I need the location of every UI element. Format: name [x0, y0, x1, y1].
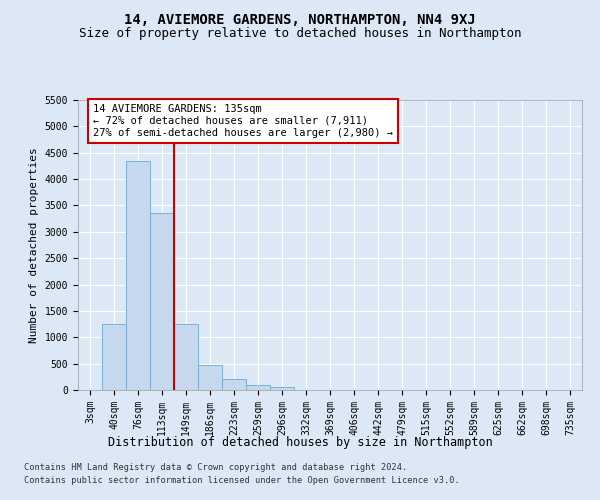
Text: 14 AVIEMORE GARDENS: 135sqm
← 72% of detached houses are smaller (7,911)
27% of : 14 AVIEMORE GARDENS: 135sqm ← 72% of det…: [93, 104, 393, 138]
Text: Distribution of detached houses by size in Northampton: Distribution of detached houses by size …: [107, 436, 493, 449]
Bar: [270, 387, 294, 390]
Bar: [246, 384, 270, 390]
Bar: [150, 214, 174, 390]
Y-axis label: Number of detached properties: Number of detached properties: [29, 147, 39, 343]
Text: 14, AVIEMORE GARDENS, NORTHAMPTON, NN4 9XJ: 14, AVIEMORE GARDENS, NORTHAMPTON, NN4 9…: [124, 12, 476, 26]
Bar: [174, 324, 198, 390]
Bar: [198, 364, 222, 390]
Text: Contains HM Land Registry data © Crown copyright and database right 2024.: Contains HM Land Registry data © Crown c…: [24, 464, 407, 472]
Bar: [126, 160, 150, 390]
Text: Contains public sector information licensed under the Open Government Licence v3: Contains public sector information licen…: [24, 476, 460, 485]
Text: Size of property relative to detached houses in Northampton: Size of property relative to detached ho…: [79, 28, 521, 40]
Bar: [102, 324, 126, 390]
Bar: [222, 379, 246, 390]
